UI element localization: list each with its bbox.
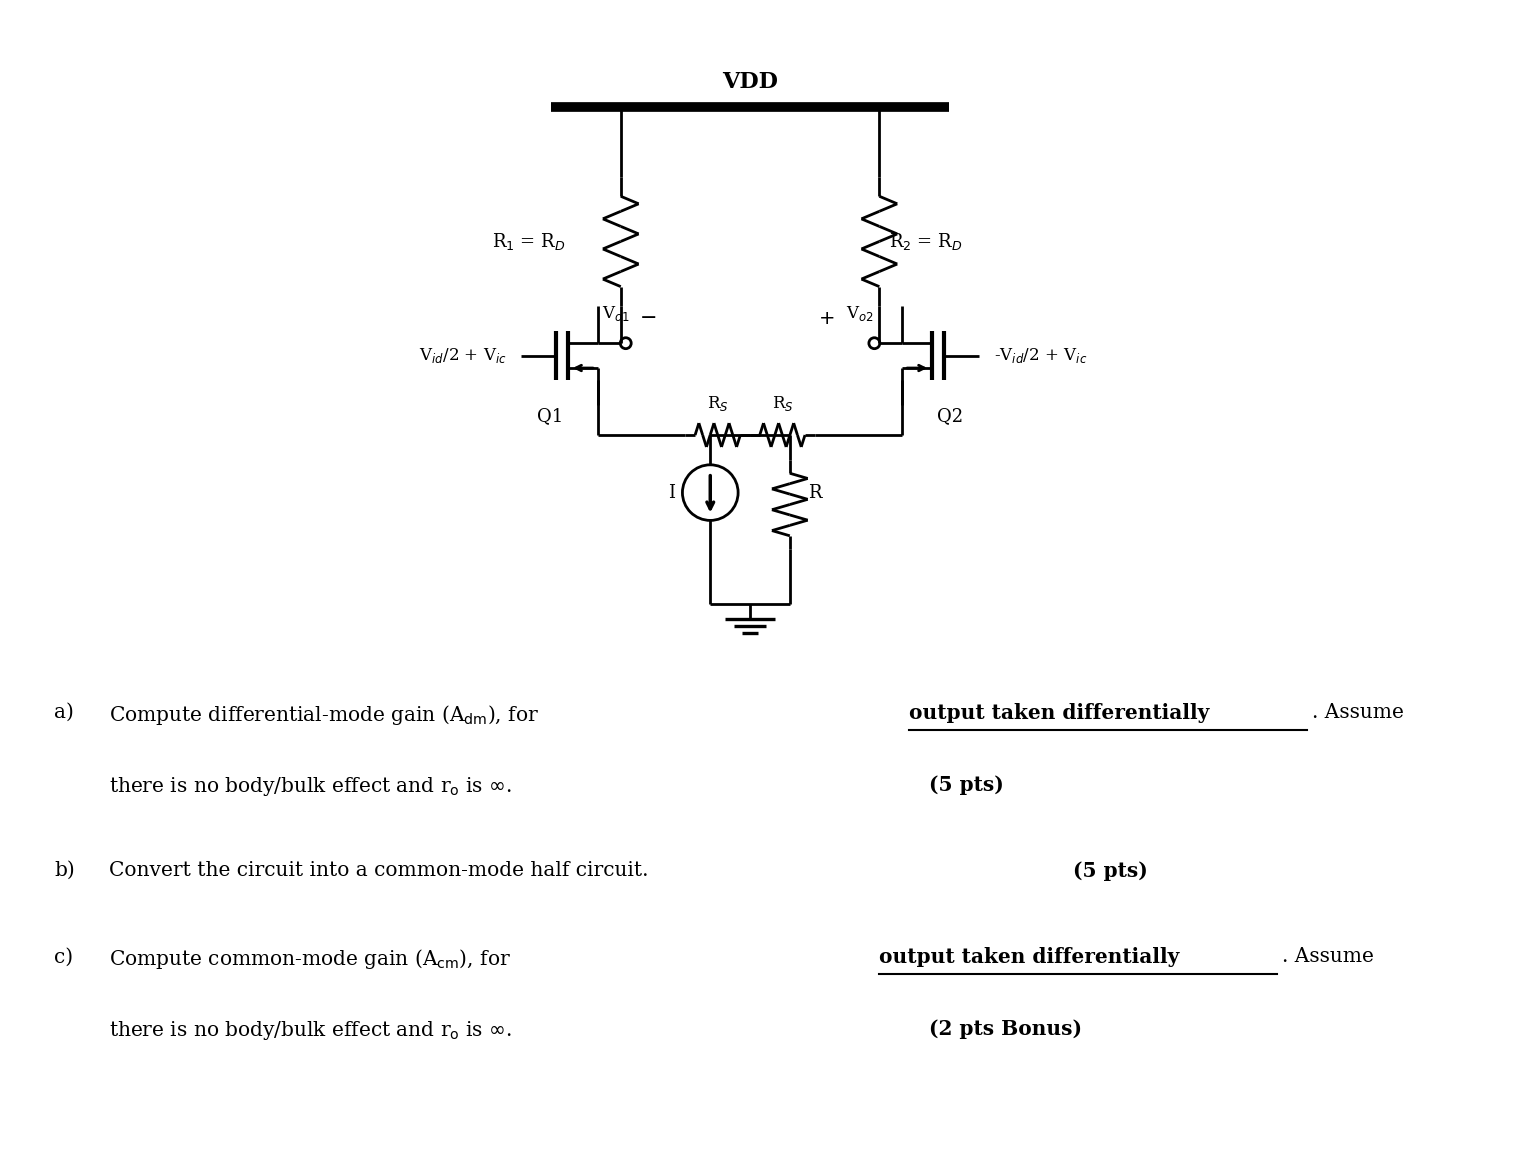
Text: c): c) [55, 947, 73, 966]
Text: −: − [641, 308, 657, 328]
Text: I: I [668, 484, 676, 502]
Text: VDD: VDD [723, 70, 779, 92]
Text: R$_1$ = R$_D$: R$_1$ = R$_D$ [492, 231, 566, 252]
Text: there is no body/bulk effect and r$_{\rm o}$ is $\infty$.: there is no body/bulk effect and r$_{\rm… [109, 1019, 513, 1042]
Text: R: R [808, 484, 821, 502]
Text: R$_S$: R$_S$ [707, 395, 729, 413]
Text: a): a) [55, 703, 74, 722]
Text: . Assume: . Assume [1312, 703, 1404, 722]
Text: +: + [820, 309, 836, 328]
Text: -V$_{id}$/2 + V$_{ic}$: -V$_{id}$/2 + V$_{ic}$ [994, 346, 1087, 365]
Text: there is no body/bulk effect and r$_{\rm o}$ is $\infty$.: there is no body/bulk effect and r$_{\rm… [109, 774, 513, 797]
Text: Convert the circuit into a common-mode half circuit.: Convert the circuit into a common-mode h… [109, 861, 654, 881]
Text: . Assume: . Assume [1283, 947, 1374, 966]
Text: V$_{o2}$: V$_{o2}$ [846, 305, 873, 323]
Text: (2 pts Bonus): (2 pts Bonus) [929, 1019, 1082, 1039]
Text: output taken differentially: output taken differentially [909, 703, 1210, 724]
Text: Compute common-mode gain (A$_{\rm cm}$), for: Compute common-mode gain (A$_{\rm cm}$),… [109, 947, 510, 972]
Text: output taken differentially: output taken differentially [879, 947, 1179, 967]
Text: b): b) [55, 861, 74, 881]
Text: Q2: Q2 [937, 407, 962, 425]
Text: (5 pts): (5 pts) [1073, 861, 1148, 881]
Text: Compute differential-mode gain (A$_{\rm dm}$), for: Compute differential-mode gain (A$_{\rm … [109, 703, 539, 727]
Text: V$_{o1}$: V$_{o1}$ [601, 305, 630, 323]
Text: R$_S$: R$_S$ [771, 395, 794, 413]
Text: (5 pts): (5 pts) [929, 774, 1003, 795]
Text: R$_2$ = R$_D$: R$_2$ = R$_D$ [890, 231, 962, 252]
Text: V$_{id}$/2 + V$_{ic}$: V$_{id}$/2 + V$_{ic}$ [419, 346, 507, 365]
Text: Q1: Q1 [537, 407, 563, 425]
